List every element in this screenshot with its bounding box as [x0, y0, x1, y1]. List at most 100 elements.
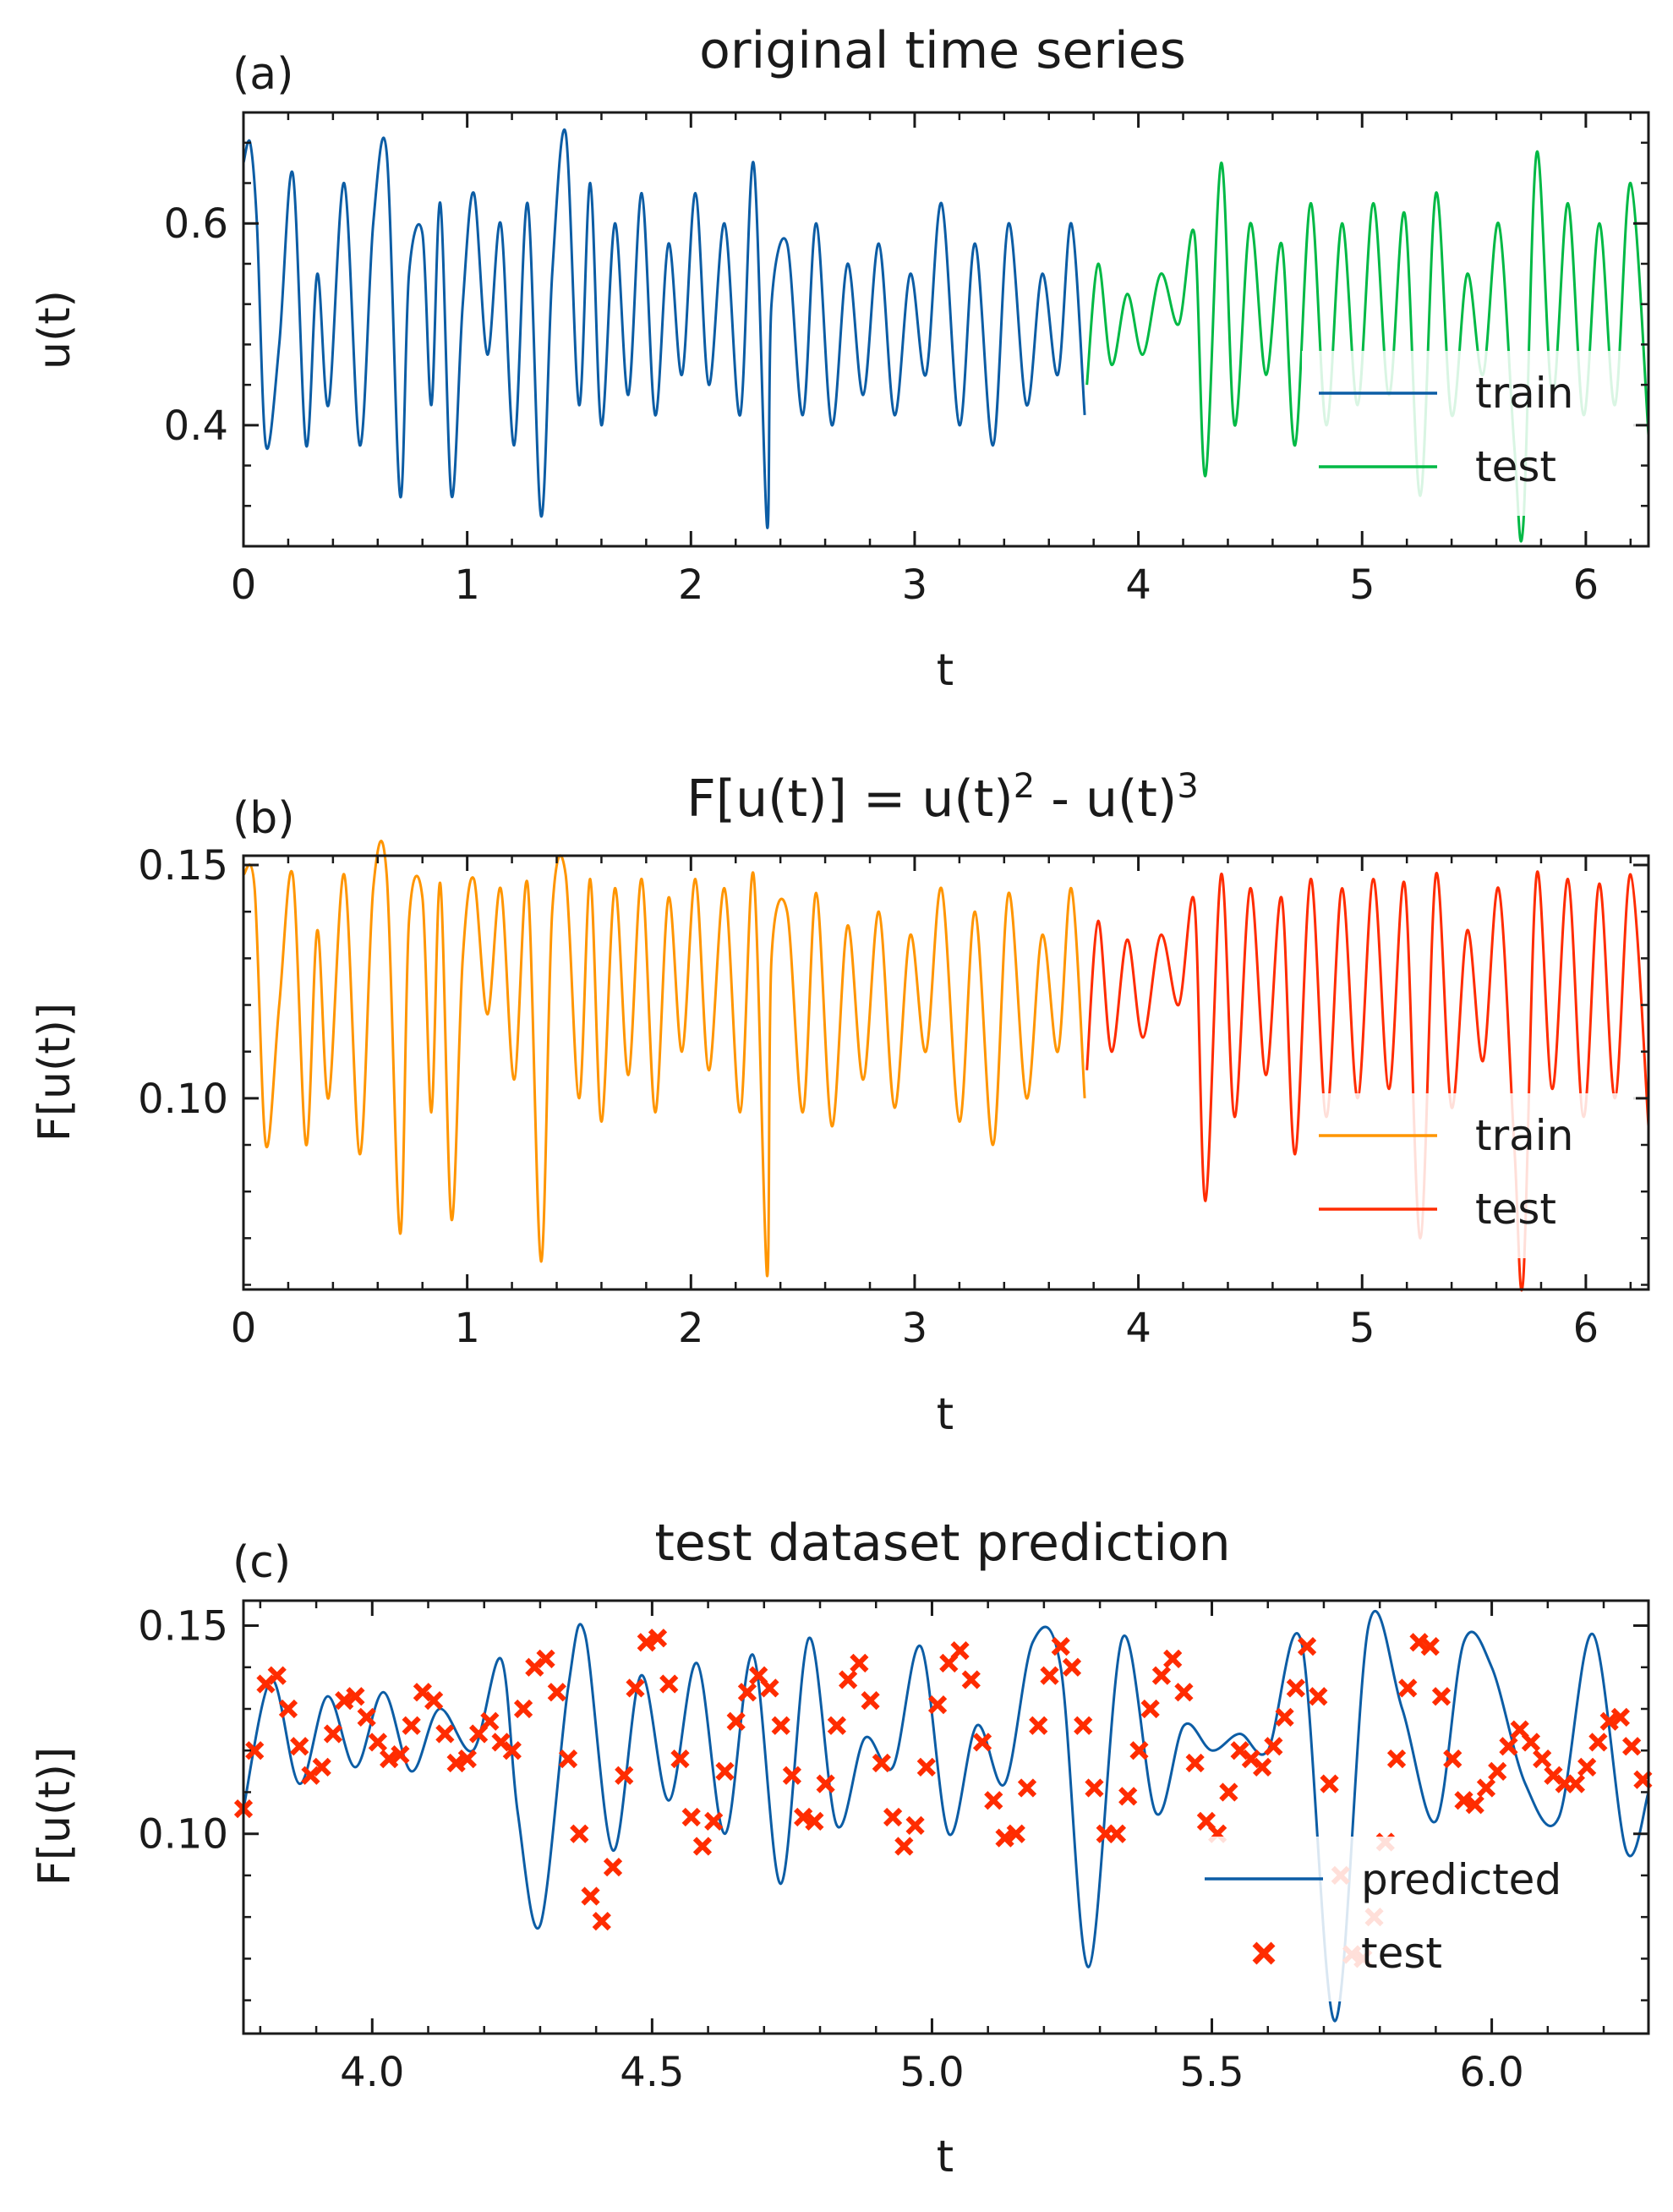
- legend-test-label: test: [1475, 442, 1556, 491]
- x-tick-label: 6.0: [1459, 2049, 1523, 2096]
- data-point-test: [1074, 1716, 1093, 1735]
- data-point-test: [1465, 1795, 1484, 1815]
- data-point-test: [1610, 1707, 1631, 1727]
- panel-b-legend: train test: [1302, 1093, 1636, 1258]
- data-point-test: [1488, 1761, 1507, 1781]
- x-tick-label: 5: [1349, 561, 1375, 609]
- data-point-test: [1286, 1678, 1305, 1698]
- data-point-test: [1017, 1778, 1037, 1798]
- panel-c-series: [233, 1609, 1653, 2023]
- data-point-test: [323, 1724, 343, 1744]
- data-point-test: [570, 1824, 589, 1843]
- panel-a-ylabel: u(t): [30, 290, 80, 370]
- x-tick-label: 0: [231, 1305, 257, 1352]
- legend-test-marker: [1252, 1941, 1276, 1965]
- data-point-test: [357, 1707, 376, 1727]
- data-point-test: [995, 1828, 1014, 1848]
- x-tick-label: 2: [678, 561, 704, 609]
- y-tick-label: 0.15: [138, 842, 228, 890]
- data-point-test: [1499, 1737, 1518, 1756]
- data-point-test: [883, 1807, 903, 1827]
- data-point-test: [502, 1741, 522, 1760]
- legend-test-x-mark: [1252, 1941, 1276, 1965]
- data-point-test: [816, 1774, 835, 1793]
- data-point-test: [1062, 1657, 1082, 1677]
- panel-a-ticks: 0 1 2 3 4 5 6 0.4 0.6: [164, 112, 1648, 609]
- x-tick-label: 5: [1349, 1305, 1375, 1352]
- data-point-test: [513, 1699, 533, 1719]
- data-point-test: [424, 1691, 444, 1711]
- panel-b-label: (b): [232, 793, 295, 844]
- x-tick-label: 4.0: [340, 2049, 404, 2096]
- data-point-test: [1533, 1749, 1552, 1769]
- data-point-test: [670, 1749, 690, 1769]
- panel-c-legend-box: [1192, 1837, 1610, 2001]
- data-point-test: [715, 1761, 735, 1781]
- data-point-test: [581, 1886, 600, 1906]
- data-point-test: [1275, 1707, 1294, 1727]
- data-point-test: [805, 1811, 824, 1831]
- legend-predicted-label: predicted: [1361, 1855, 1561, 1904]
- data-point-test: [626, 1678, 645, 1698]
- legend-test-label: test: [1361, 1929, 1442, 1978]
- data-point-test: [850, 1653, 869, 1673]
- x-tick-label: 4: [1125, 561, 1151, 609]
- panel-a-frame: [242, 111, 1650, 548]
- x-tick-label: 2: [678, 1305, 704, 1352]
- data-point-test: [872, 1753, 891, 1773]
- x-tick-label: 4: [1125, 1305, 1151, 1352]
- legend-train-label: train: [1475, 1111, 1573, 1160]
- data-point-test: [536, 1649, 555, 1669]
- panel-c-legend: predicted test: [1192, 1837, 1610, 2001]
- data-point-test: [1219, 1782, 1238, 1802]
- data-point-test: [1006, 1824, 1025, 1843]
- panel-b-ticks: 0 1 2 3 4 5 6 0.10 0.15: [138, 842, 1648, 1352]
- data-point-test: [1085, 1778, 1104, 1798]
- series-train-line: [242, 129, 1086, 529]
- data-point-test: [1309, 1687, 1328, 1706]
- panel-a-label: (a): [232, 49, 293, 100]
- panel-b-xlabel: t: [937, 1389, 954, 1440]
- data-point-test: [794, 1807, 813, 1827]
- legend-train-label: train: [1475, 369, 1573, 418]
- x-tick-label: 5.0: [899, 2049, 964, 2096]
- data-point-test: [1107, 1824, 1127, 1843]
- panel-b-ylabel: F[u(t)]: [30, 1003, 80, 1142]
- data-point-test: [558, 1749, 578, 1769]
- data-point-test: [1454, 1791, 1473, 1810]
- panel-b-legend-box: [1302, 1093, 1636, 1258]
- data-point-test: [1252, 1757, 1272, 1777]
- data-point-test: [615, 1766, 634, 1785]
- y-tick-label: 0.4: [164, 402, 228, 450]
- data-point-test: [894, 1837, 914, 1856]
- y-tick-label: 0.6: [164, 200, 228, 248]
- data-point-test: [391, 1745, 410, 1765]
- data-point-test: [1409, 1633, 1429, 1652]
- data-point-test: [861, 1691, 880, 1711]
- x-tick-label: 4.5: [620, 2049, 684, 2096]
- data-point-test: [737, 1683, 757, 1702]
- data-point-test: [1051, 1637, 1070, 1656]
- legend-test-label: test: [1475, 1185, 1556, 1234]
- panel-c-ylabel: F[u(t)]: [30, 1747, 80, 1886]
- series-train-line: [242, 840, 1086, 1278]
- data-point-test: [1443, 1749, 1463, 1769]
- data-point-test: [1029, 1716, 1048, 1735]
- data-point-test: [916, 1757, 936, 1777]
- data-point-test: [603, 1857, 623, 1877]
- panel-a: original time series (a) 0 1 2 3 4 5 6 0.4 0.6 t…: [30, 21, 1650, 696]
- data-point-test: [480, 1711, 500, 1731]
- data-point-test: [726, 1711, 746, 1731]
- data-point-test: [905, 1815, 925, 1835]
- x-tick-label: 3: [902, 561, 928, 609]
- data-point-test: [346, 1687, 365, 1706]
- data-point-test: [547, 1683, 566, 1702]
- data-point-test: [648, 1629, 668, 1648]
- y-tick-label: 0.10: [138, 1076, 228, 1123]
- data-point-test: [771, 1716, 790, 1735]
- data-point-test: [972, 1733, 992, 1752]
- data-point-test: [278, 1699, 298, 1719]
- panel-c: test dataset prediction (c) 4.0 4.5 5.0 5.5…: [30, 1514, 1653, 2182]
- data-point-test: [1118, 1787, 1138, 1806]
- y-tick-label: 0.10: [138, 1811, 228, 1859]
